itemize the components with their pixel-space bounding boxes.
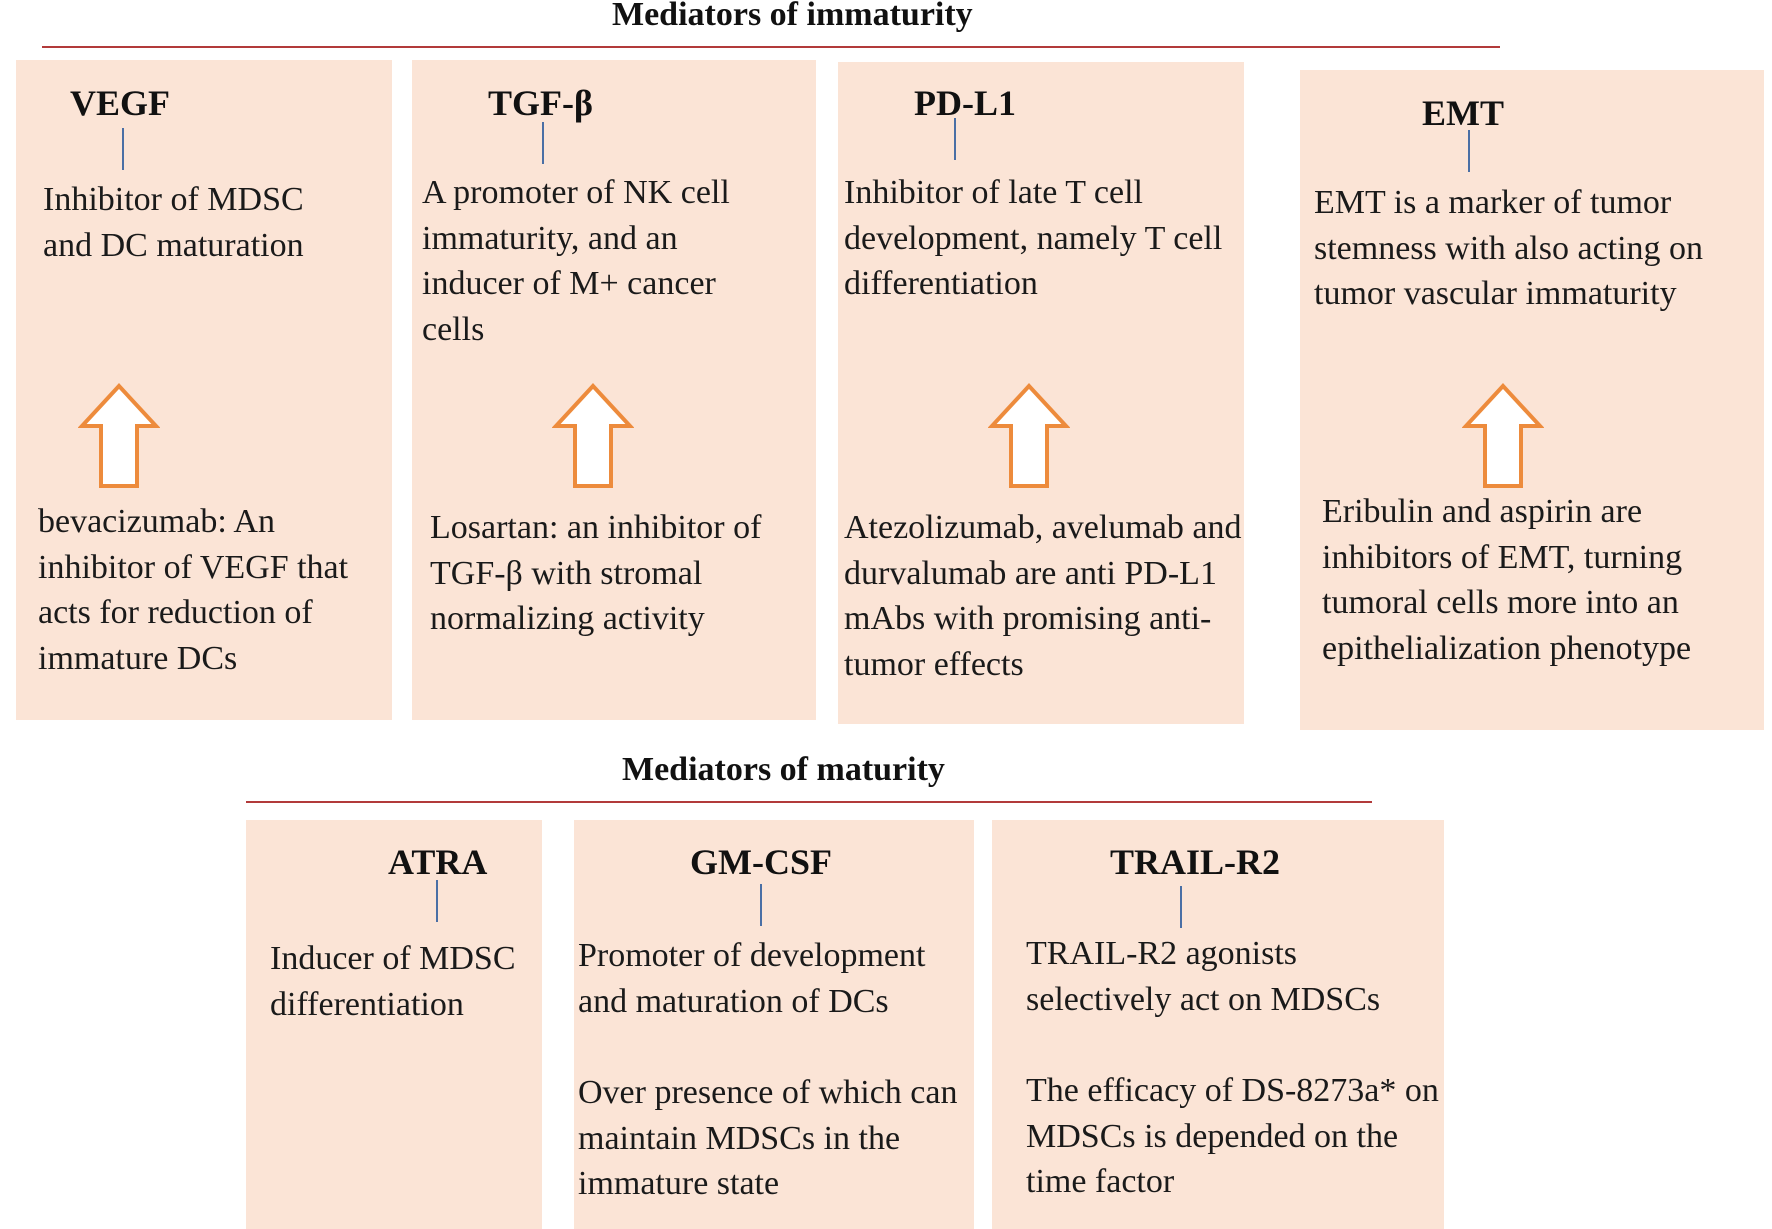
connector-line	[542, 122, 544, 164]
card-atra: ATRA Inducer of MDSC differentiation	[246, 820, 542, 1229]
connector-line	[760, 884, 762, 926]
card-note: The efficacy of DS-8273a* on MDSCs is de…	[1026, 1072, 1439, 1200]
connector-line	[436, 880, 438, 922]
card-title: GM-CSF	[690, 842, 832, 882]
card-vegf: VEGF Inhibitor of MDSC and DC maturation…	[16, 60, 392, 720]
card-description: Inducer of MDSC differentiation	[270, 940, 516, 1023]
card-drug-text: Eribulin and aspirin are inhibitors of E…	[1322, 493, 1692, 667]
card-emt: EMT EMT is a marker of tumor stemness wi…	[1300, 70, 1764, 730]
card-pd-l1: PD-L1 Inhibitor of late T cell developme…	[838, 62, 1244, 724]
up-arrow-icon	[1462, 383, 1544, 488]
card-tgf-beta: TGF-β A promoter of NK cell immaturity, …	[412, 60, 816, 720]
up-arrow-icon	[78, 383, 160, 488]
immaturity-title-rule	[42, 46, 1500, 48]
immaturity-section-title: Mediators of immaturity	[612, 0, 973, 33]
card-title: PD-L1	[914, 83, 1016, 123]
card-drug-text: Atezolizumab, avelumab and durvalumab ar…	[844, 509, 1242, 683]
card-gm-csf: GM-CSF Promoter of development and matur…	[574, 820, 974, 1229]
card-title: TRAIL-R2	[1110, 842, 1281, 882]
connector-line	[1180, 886, 1182, 928]
card-title: EMT	[1422, 93, 1505, 133]
connector-line	[954, 118, 956, 160]
card-title: ATRA	[388, 842, 488, 882]
maturity-section-title: Mediators of maturity	[622, 751, 945, 788]
card-description: Inhibitor of late T cell development, na…	[844, 174, 1223, 302]
connector-line	[122, 128, 124, 170]
maturity-title-rule	[246, 801, 1372, 803]
card-drug-text: Losartan: an inhibitor of TGF-β with str…	[430, 509, 762, 637]
card-description: TRAIL-R2 agonists selectively act on MDS…	[1026, 935, 1381, 1018]
card-title: VEGF	[70, 83, 171, 123]
up-arrow-icon	[552, 383, 634, 488]
card-drug-text: bevacizumab: An inhibitor of VEGF that a…	[38, 503, 349, 677]
connector-line	[1468, 130, 1470, 172]
card-trail-r2: TRAIL-R2 TRAIL-R2 agonists selectively a…	[992, 820, 1444, 1229]
card-description: Promoter of development and maturation o…	[578, 937, 926, 1020]
card-title: TGF-β	[488, 83, 593, 123]
card-note: Over presence of which can maintain MDSC…	[578, 1074, 958, 1202]
card-description: Inhibitor of MDSC and DC maturation	[43, 181, 304, 264]
card-description: A promoter of NK cell immaturity, and an…	[422, 174, 730, 348]
up-arrow-icon	[988, 383, 1070, 488]
card-description: EMT is a marker of tumor stemness with a…	[1314, 184, 1704, 312]
